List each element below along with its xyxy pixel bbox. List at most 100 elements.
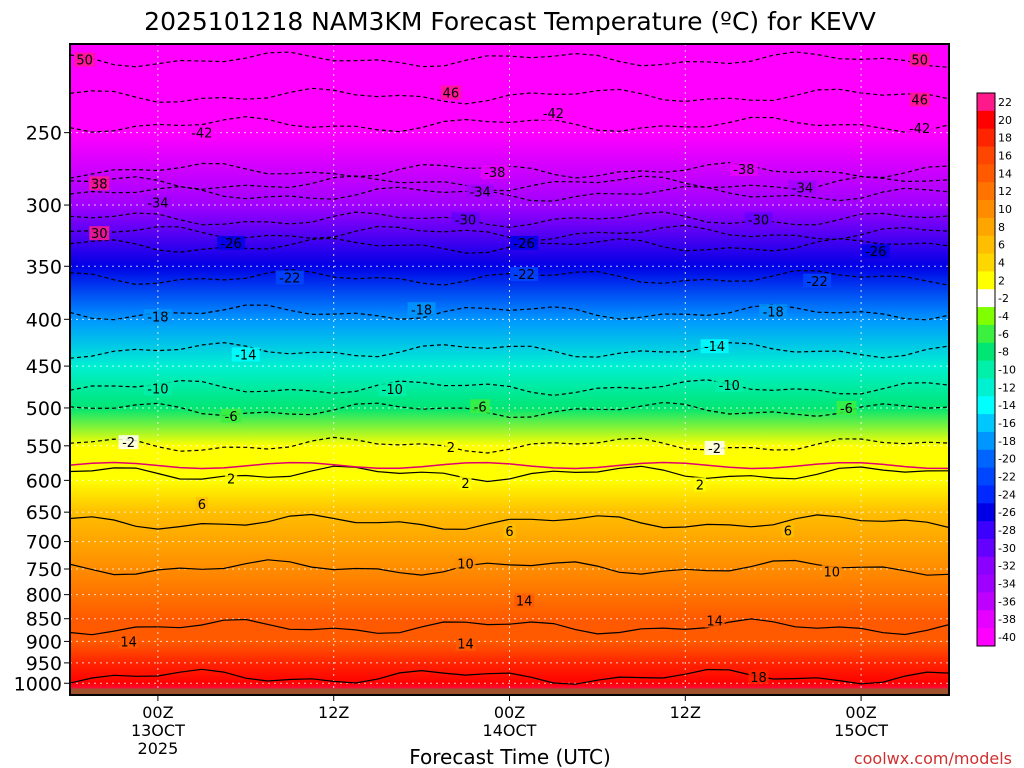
contour-label: 14 — [455, 636, 476, 653]
svg-text:-38: -38 — [733, 163, 754, 178]
colorbar-swatch — [977, 628, 995, 647]
colorbar-label: -14 — [998, 399, 1016, 412]
y-tick-label: 400 — [26, 309, 62, 331]
colorbar-label: 18 — [998, 132, 1012, 145]
svg-text:-30: -30 — [455, 213, 476, 228]
x-tick-label: 00Z — [142, 703, 173, 722]
svg-text:2: 2 — [447, 441, 455, 456]
contour-label: -42 — [187, 125, 216, 142]
colorbar-swatch — [977, 128, 995, 148]
contour-label: -14 — [700, 339, 729, 355]
colorbar-swatch — [977, 146, 995, 165]
colorbar-label: -2 — [998, 292, 1009, 305]
colorbar-label: -4 — [998, 310, 1009, 323]
colorbar-swatch — [977, 431, 995, 451]
x-tick-label: 12Z — [318, 703, 349, 722]
svg-text:14: 14 — [516, 595, 533, 610]
credit-text: coolwx.com/models — [854, 749, 1012, 768]
colorbar-swatch — [977, 182, 995, 201]
contour-line--18-15 — [70, 303, 949, 321]
contour-label: -14 — [231, 347, 260, 363]
colorbar-swatch — [977, 289, 995, 308]
contour-label: 18 — [748, 669, 769, 686]
colorbar-label: -36 — [998, 595, 1016, 608]
contour-line-6-1 — [70, 513, 949, 530]
svg-text:-22: -22 — [807, 275, 828, 290]
svg-text:-18: -18 — [763, 305, 784, 320]
colorbar-swatch — [977, 93, 995, 112]
contour-label: 6 — [503, 524, 516, 540]
colorbar-swatch — [977, 360, 995, 379]
colorbar-label: -38 — [998, 613, 1016, 626]
svg-text:14: 14 — [120, 635, 137, 650]
contour-label: -18 — [407, 302, 436, 318]
contour-line--2-19 — [70, 436, 949, 454]
x-axis-title: Forecast Time (UTC) — [409, 745, 611, 768]
svg-text:-38: -38 — [484, 166, 505, 181]
colorbar-swatch — [977, 396, 995, 415]
colorbar-label: -30 — [998, 542, 1016, 555]
svg-text:-42: -42 — [909, 122, 930, 137]
colorbar-swatch — [977, 503, 995, 522]
y-tick-label: 300 — [26, 195, 62, 217]
contour-line-38-6 — [70, 175, 949, 192]
contour-label: 2 — [693, 477, 706, 493]
x-tick-label: 14OCT — [483, 721, 537, 740]
colorbar-label: -28 — [998, 524, 1016, 537]
colorbar-swatch — [977, 110, 995, 130]
svg-text:30: 30 — [91, 227, 108, 242]
svg-text:-30: -30 — [748, 213, 769, 228]
colorbar-label: 8 — [998, 221, 1005, 234]
contour-line-14-3 — [70, 618, 949, 636]
contour-label: 50 — [74, 52, 95, 69]
colorbar-label: -40 — [998, 631, 1016, 644]
colorbar-label: -24 — [998, 488, 1016, 501]
contour-label: -26 — [510, 235, 539, 252]
colorbar-label: -34 — [998, 578, 1016, 591]
contour-label: -22 — [803, 273, 832, 290]
contour-label: -42 — [905, 120, 934, 137]
contour-label: 30 — [89, 226, 110, 242]
contour-line--34-11 — [70, 185, 949, 202]
svg-text:38: 38 — [91, 177, 108, 192]
colorbar-label: -20 — [998, 453, 1016, 466]
contour-label: -42 — [539, 106, 568, 122]
colorbar-swatch — [977, 200, 995, 219]
colorbar-label: -26 — [998, 506, 1016, 519]
contour-label: 10 — [821, 564, 842, 581]
svg-text:10: 10 — [824, 566, 841, 581]
colorbar-swatch — [977, 592, 995, 611]
colorbar-swatch — [977, 467, 995, 486]
contour-label: -22 — [510, 267, 539, 283]
contour-label: 38 — [89, 176, 110, 192]
contour-line--14-16 — [70, 341, 949, 359]
svg-text:-34: -34 — [470, 186, 491, 201]
svg-text:-34: -34 — [792, 181, 813, 196]
svg-text:-26: -26 — [514, 237, 535, 252]
colorbar-label: 2 — [998, 274, 1005, 287]
contour-label: 6 — [195, 497, 208, 513]
contour-line-30-5 — [70, 224, 949, 242]
contour-label: -6 — [836, 400, 857, 417]
x-tick-label: 2025 — [138, 739, 179, 758]
colorbar-swatch — [977, 164, 995, 183]
contour-label: -10 — [143, 381, 172, 397]
y-tick-label: 350 — [26, 256, 62, 278]
svg-text:-18: -18 — [411, 303, 432, 318]
svg-text:-22: -22 — [514, 268, 535, 283]
x-tick-label: 12Z — [670, 703, 701, 722]
svg-text:2: 2 — [696, 478, 704, 493]
contour-line-2-0 — [70, 465, 949, 483]
svg-text:14: 14 — [457, 638, 474, 653]
y-tick-label: 800 — [26, 585, 62, 607]
colorbar-label: 16 — [998, 149, 1012, 162]
colorbar-swatch — [977, 217, 995, 237]
svg-text:-10: -10 — [719, 379, 740, 394]
colorbar-swatch — [977, 235, 995, 255]
colorbar-swatch — [977, 378, 995, 397]
contour-line--10-17 — [70, 379, 949, 397]
svg-text:-42: -42 — [543, 107, 564, 122]
contour-label: -18 — [759, 304, 788, 320]
